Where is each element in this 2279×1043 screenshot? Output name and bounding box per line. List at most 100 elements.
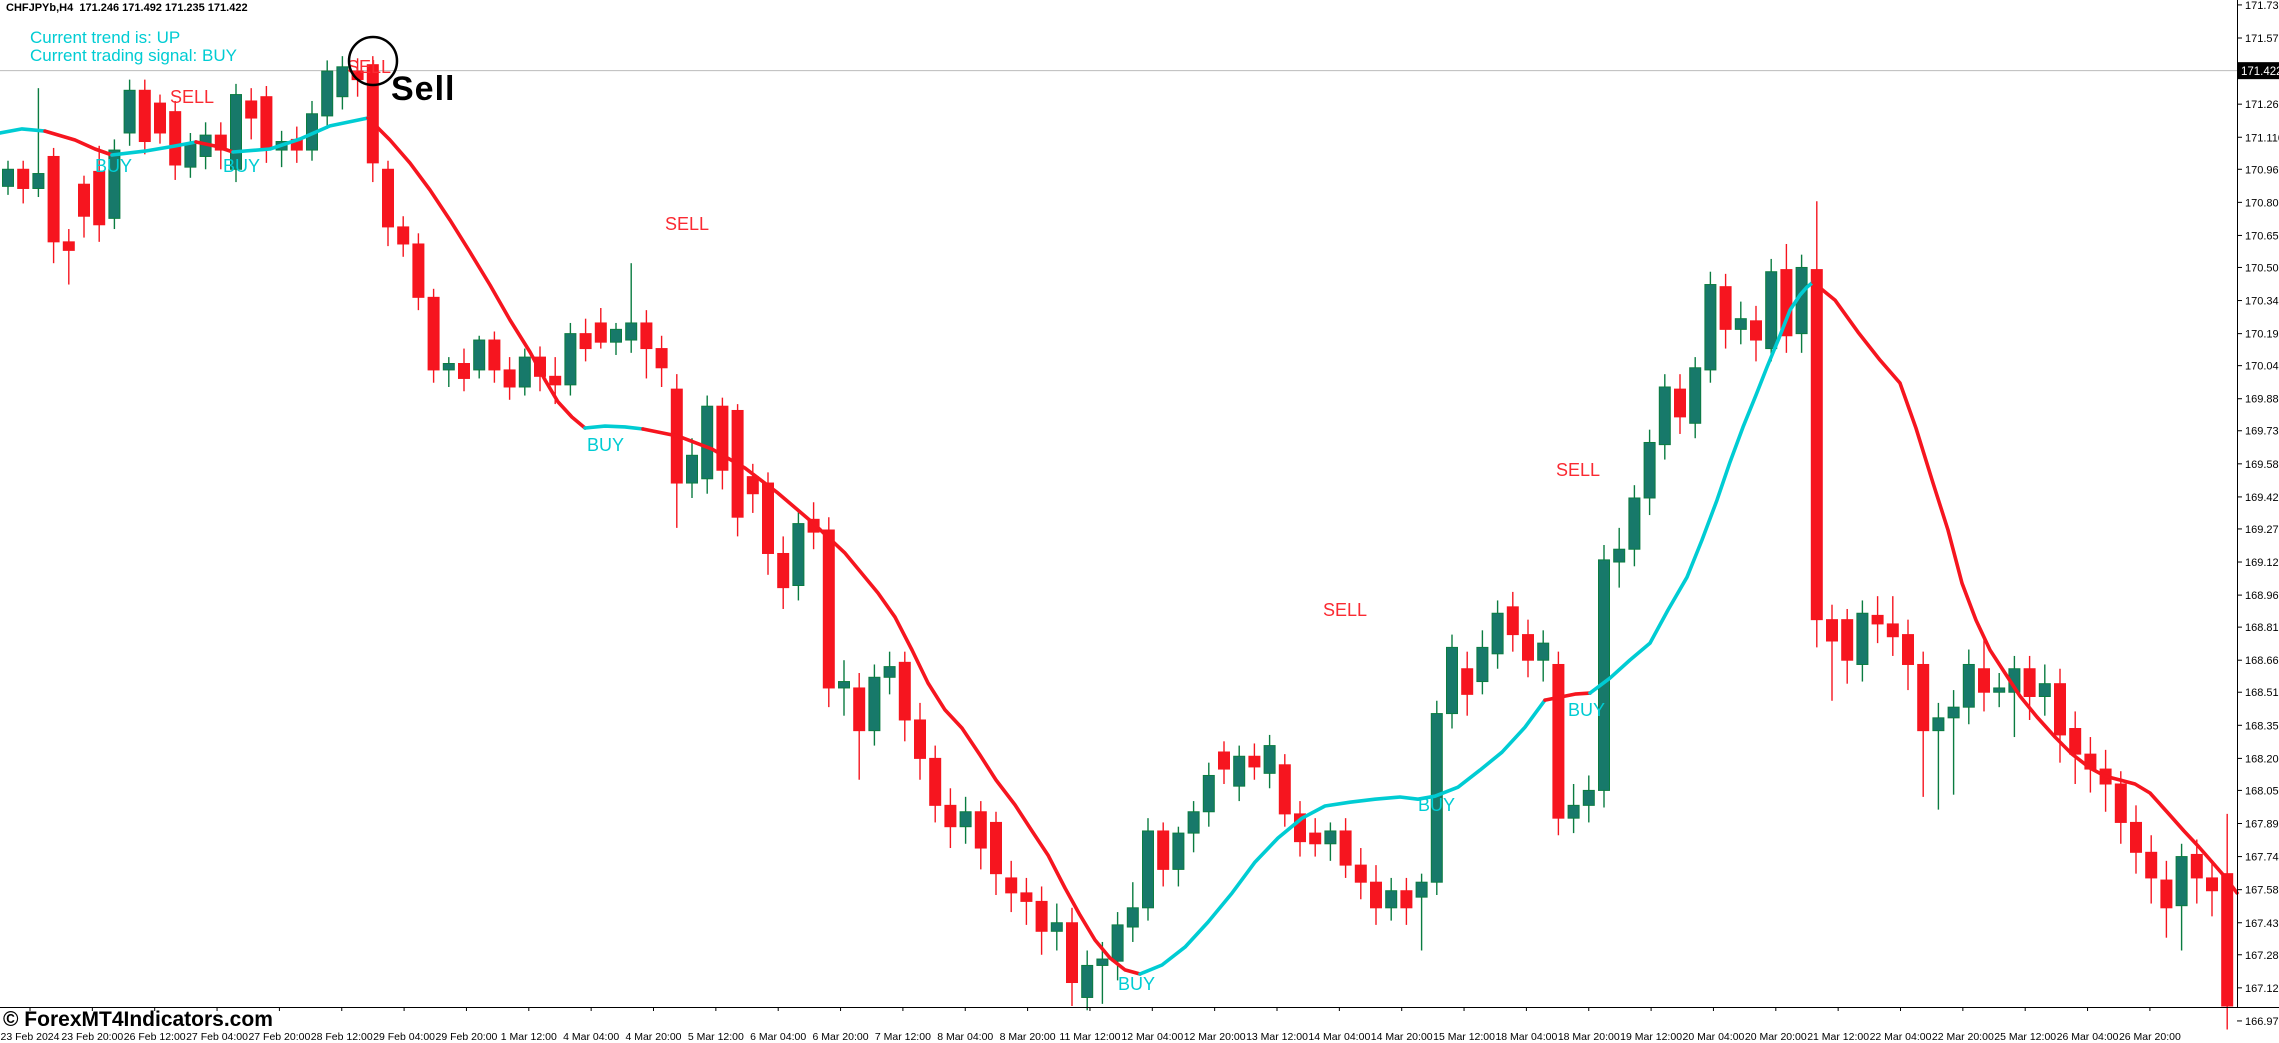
price-tick-label: 167.740 [2245, 852, 2279, 864]
bear-candle-body [47, 155, 60, 243]
bull-candle-body [1765, 271, 1778, 350]
time-tick-label: 20 Mar 04:00 [1683, 1031, 1745, 1043]
bull-candle-body [336, 66, 349, 98]
bull-candle-body [1126, 907, 1139, 928]
price-tick-label: 167.280 [2245, 950, 2279, 962]
price-tick-label: 170.805 [2245, 197, 2279, 209]
bull-candle-body [1628, 497, 1641, 550]
candlesticks [2, 56, 2234, 1030]
bear-candle-body [1461, 668, 1474, 695]
bull-candle-body [32, 173, 45, 189]
price-tick-label: 170.500 [2245, 262, 2279, 274]
ma-line-down-segment [1811, 280, 2239, 895]
time-tick-label: 6 Mar 04:00 [750, 1031, 806, 1043]
bull-candle-body [1734, 318, 1747, 330]
time-tick-label: 27 Feb 20:00 [248, 1031, 310, 1043]
time-tick-label: 28 Feb 12:00 [311, 1031, 373, 1043]
bear-candle-body [503, 369, 516, 388]
bear-candle-body [2206, 877, 2218, 892]
bear-candle-body [974, 811, 987, 849]
ma-line-up-segment [231, 116, 370, 154]
bear-candle-body [1780, 269, 1793, 337]
time-tick-label: 22 Mar 20:00 [1932, 1031, 1994, 1043]
bear-candle-body [1841, 619, 1854, 661]
ma-line-down-segment [366, 116, 587, 430]
time-tick-label: 12 Mar 20:00 [1184, 1031, 1246, 1043]
bear-candle-body [990, 821, 1002, 875]
bear-candle-body [579, 333, 592, 350]
price-tick-label: 169.735 [2245, 426, 2279, 438]
bear-candle-body [746, 476, 759, 495]
time-tick-label: 22 Mar 04:00 [1870, 1031, 1932, 1043]
bull-candle-body [1947, 706, 1960, 719]
bear-candle-body [62, 241, 75, 251]
bull-candle-body [1582, 789, 1595, 806]
ma-line-down-segment [641, 427, 1142, 976]
price-tick-label: 170.190 [2245, 329, 2279, 341]
bear-candle-body [169, 111, 182, 166]
bull-candle-body [108, 149, 121, 219]
sell-signal-label: SELL [665, 214, 709, 234]
buy-signal-label: BUY [95, 156, 132, 176]
bear-candle-body [138, 89, 151, 143]
bull-candle-body [610, 328, 622, 343]
bear-candle-body [2069, 728, 2082, 755]
price-tick-label: 170.345 [2245, 296, 2279, 308]
price-tick-label: 168.050 [2245, 785, 2279, 797]
bull-candle-body [1187, 811, 1200, 834]
bear-candle-body [2023, 668, 2036, 697]
bull-candle-body [883, 666, 896, 678]
bull-candle-body [1324, 830, 1337, 845]
time-tick-label: 14 Mar 20:00 [1371, 1031, 1433, 1043]
bear-candle-body [1309, 832, 1322, 845]
ma-line-up-segment [1588, 280, 1815, 695]
time-tick-label: 20 Mar 20:00 [1745, 1031, 1807, 1043]
time-tick-label: 11 Mar 12:00 [1059, 1031, 1120, 1043]
bear-candle-body [458, 363, 470, 379]
bear-candle-body [1035, 900, 1048, 932]
bear-candle-body [1157, 830, 1170, 870]
time-tick-label: 4 Mar 04:00 [563, 1031, 619, 1043]
time-tick-label: 18 Mar 20:00 [1558, 1031, 1620, 1043]
bear-candle-body [1902, 634, 1914, 665]
time-tick-label: 14 Mar 04:00 [1308, 1031, 1370, 1043]
ma-line-up-segment [110, 140, 198, 157]
bear-candle-body [640, 322, 653, 350]
buy-signal-label: BUY [1568, 700, 1605, 720]
bull-candle-body [1446, 646, 1458, 715]
time-tick-label: 8 Mar 20:00 [1000, 1031, 1056, 1043]
bull-candle-body [1385, 890, 1398, 909]
bull-candle-body [518, 356, 531, 388]
bear-candle-body [1248, 755, 1261, 768]
bear-candle-body [1522, 634, 1534, 661]
time-tick-label: 23 Feb 20:00 [61, 1031, 123, 1043]
price-tick-label: 170.650 [2245, 230, 2279, 242]
bull-candle-body [2038, 683, 2051, 697]
bull-candle-body [1202, 774, 1215, 813]
bear-candle-body [1066, 922, 1078, 984]
sell-signal-label: SELL [347, 57, 391, 77]
bear-candle-body [2130, 821, 2142, 853]
time-tick-label: 8 Mar 04:00 [937, 1031, 993, 1043]
ma-line-up-segment [0, 127, 47, 135]
bull-candle-body [1932, 717, 1945, 732]
bear-candle-body [1005, 877, 1018, 894]
bull-candle-body [868, 676, 881, 732]
bull-candle-body [1172, 832, 1185, 870]
buy-signal-label: BUY [1118, 974, 1155, 994]
bear-candle-body [245, 100, 258, 119]
bull-candle-body [1856, 612, 1869, 665]
bull-candle-body [2175, 856, 2188, 907]
bear-candle-body [1506, 606, 1519, 636]
bear-candle-body [914, 719, 926, 759]
bear-candle-body [1294, 813, 1306, 843]
time-tick-label: 13 Mar 12:00 [1246, 1031, 1308, 1043]
ma-line-down-segment [43, 129, 114, 157]
indicator-signal-status: Current trading signal: BUY [30, 46, 237, 65]
bear-candle-body [2114, 783, 2127, 823]
bear-candle-body [1917, 663, 1930, 732]
price-tick-label: 168.355 [2245, 720, 2279, 732]
bear-candle-body [534, 356, 546, 377]
bear-candle-body [762, 482, 774, 554]
